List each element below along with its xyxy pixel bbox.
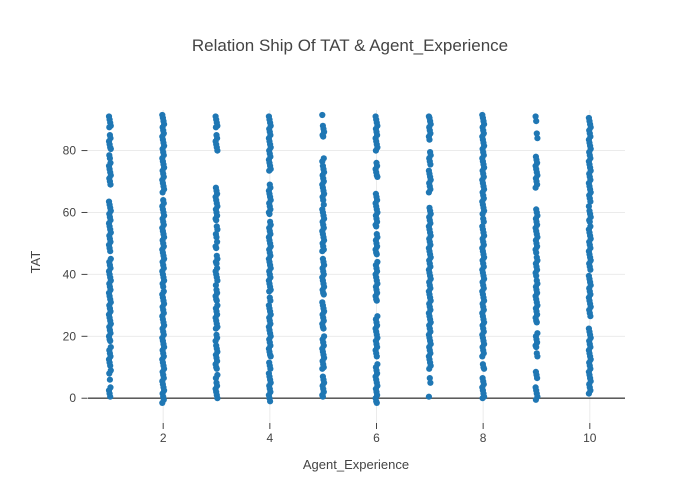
data-point[interactable] bbox=[213, 297, 220, 304]
data-point[interactable] bbox=[320, 133, 327, 140]
data-point[interactable] bbox=[214, 395, 221, 402]
data-point[interactable] bbox=[266, 288, 273, 295]
data-point[interactable] bbox=[586, 218, 593, 225]
data-point[interactable] bbox=[320, 291, 327, 298]
data-point[interactable] bbox=[106, 370, 113, 377]
data-point[interactable] bbox=[481, 365, 488, 372]
data-point[interactable] bbox=[267, 365, 274, 372]
x-tick-label: 8 bbox=[480, 431, 487, 445]
data-point[interactable] bbox=[427, 161, 434, 168]
data-point[interactable] bbox=[107, 393, 114, 400]
data-point[interactable] bbox=[267, 353, 274, 360]
data-point[interactable] bbox=[532, 113, 539, 120]
axis-ticks bbox=[81, 150, 591, 429]
data-point[interactable] bbox=[533, 118, 540, 125]
data-point[interactable] bbox=[373, 251, 380, 258]
data-point[interactable] bbox=[374, 173, 381, 180]
data-point[interactable] bbox=[479, 353, 486, 360]
data-point[interactable] bbox=[533, 272, 540, 279]
data-point[interactable] bbox=[212, 337, 219, 345]
data-point[interactable] bbox=[159, 399, 166, 406]
data-point[interactable] bbox=[266, 210, 273, 218]
data-point[interactable] bbox=[319, 111, 326, 119]
data-point[interactable] bbox=[587, 266, 594, 273]
x-tick-label: 4 bbox=[267, 431, 274, 445]
data-point[interactable] bbox=[426, 375, 433, 382]
data-point[interactable] bbox=[213, 365, 220, 372]
data-point[interactable] bbox=[160, 283, 167, 290]
data-point[interactable] bbox=[533, 344, 540, 351]
data-point[interactable] bbox=[426, 136, 433, 143]
data-point[interactable] bbox=[319, 158, 326, 165]
data-point[interactable] bbox=[214, 147, 221, 154]
data-point[interactable] bbox=[267, 297, 274, 304]
data-point[interactable] bbox=[213, 217, 220, 224]
data-points bbox=[105, 111, 594, 406]
data-point[interactable] bbox=[534, 353, 541, 360]
data-point[interactable] bbox=[266, 167, 273, 174]
y-tick-label: 0 bbox=[69, 391, 76, 405]
data-point[interactable] bbox=[212, 325, 219, 332]
data-point[interactable] bbox=[373, 353, 380, 360]
data-point[interactable] bbox=[319, 393, 326, 400]
data-point[interactable] bbox=[107, 181, 114, 188]
data-point[interactable] bbox=[426, 365, 433, 372]
x-tick-label: 6 bbox=[373, 431, 380, 445]
data-point[interactable] bbox=[107, 145, 114, 153]
axis-tick-labels: 0 20 40 60 80 2 4 6 8 10 bbox=[63, 144, 597, 445]
data-point[interactable] bbox=[372, 147, 379, 154]
data-point[interactable] bbox=[213, 245, 220, 252]
data-point[interactable] bbox=[533, 249, 540, 256]
data-point[interactable] bbox=[532, 396, 540, 403]
data-point[interactable] bbox=[585, 203, 593, 210]
data-point[interactable] bbox=[479, 210, 486, 218]
data-point[interactable] bbox=[267, 398, 274, 405]
data-point[interactable] bbox=[320, 197, 327, 204]
data-point[interactable] bbox=[587, 198, 594, 205]
data-point[interactable] bbox=[534, 135, 541, 142]
data-point[interactable] bbox=[479, 395, 486, 402]
data-point[interactable] bbox=[319, 365, 326, 372]
data-point[interactable] bbox=[213, 260, 220, 267]
data-point[interactable] bbox=[212, 282, 219, 289]
data-point[interactable] bbox=[425, 189, 432, 196]
data-point[interactable] bbox=[533, 319, 540, 326]
data-point[interactable] bbox=[533, 130, 540, 137]
plot-area[interactable] bbox=[88, 110, 625, 423]
x-tick-label: 10 bbox=[583, 431, 597, 445]
y-axis-title: TAT bbox=[28, 251, 43, 274]
data-point[interactable] bbox=[106, 124, 113, 131]
data-point[interactable] bbox=[532, 184, 539, 191]
data-point[interactable] bbox=[373, 297, 380, 304]
data-point[interactable] bbox=[106, 155, 113, 162]
data-point[interactable] bbox=[587, 313, 594, 320]
data-point[interactable] bbox=[320, 201, 327, 208]
data-point[interactable] bbox=[585, 390, 593, 397]
chart-title: Relation Ship Of TAT & Agent_Experience bbox=[192, 36, 508, 55]
data-point[interactable] bbox=[107, 362, 114, 369]
y-tick-label: 80 bbox=[63, 144, 77, 158]
data-point[interactable] bbox=[425, 393, 432, 400]
data-point[interactable] bbox=[212, 124, 219, 131]
x-tick-label: 2 bbox=[160, 431, 167, 445]
data-point[interactable] bbox=[212, 375, 219, 382]
x-axis-title: Agent_Experience bbox=[303, 457, 409, 472]
data-point[interactable] bbox=[107, 337, 114, 345]
data-point[interactable] bbox=[427, 379, 434, 386]
y-tick-label: 60 bbox=[63, 205, 77, 219]
data-point[interactable] bbox=[106, 376, 113, 383]
data-point[interactable] bbox=[373, 223, 380, 230]
y-tick-label: 20 bbox=[63, 329, 77, 343]
data-point[interactable] bbox=[213, 234, 220, 241]
data-point[interactable] bbox=[320, 325, 327, 332]
data-point[interactable] bbox=[159, 189, 166, 196]
data-point[interactable] bbox=[319, 248, 326, 255]
y-tick-label: 40 bbox=[63, 267, 77, 281]
data-point[interactable] bbox=[107, 248, 114, 255]
data-point[interactable] bbox=[534, 375, 541, 382]
data-point[interactable] bbox=[373, 399, 380, 406]
